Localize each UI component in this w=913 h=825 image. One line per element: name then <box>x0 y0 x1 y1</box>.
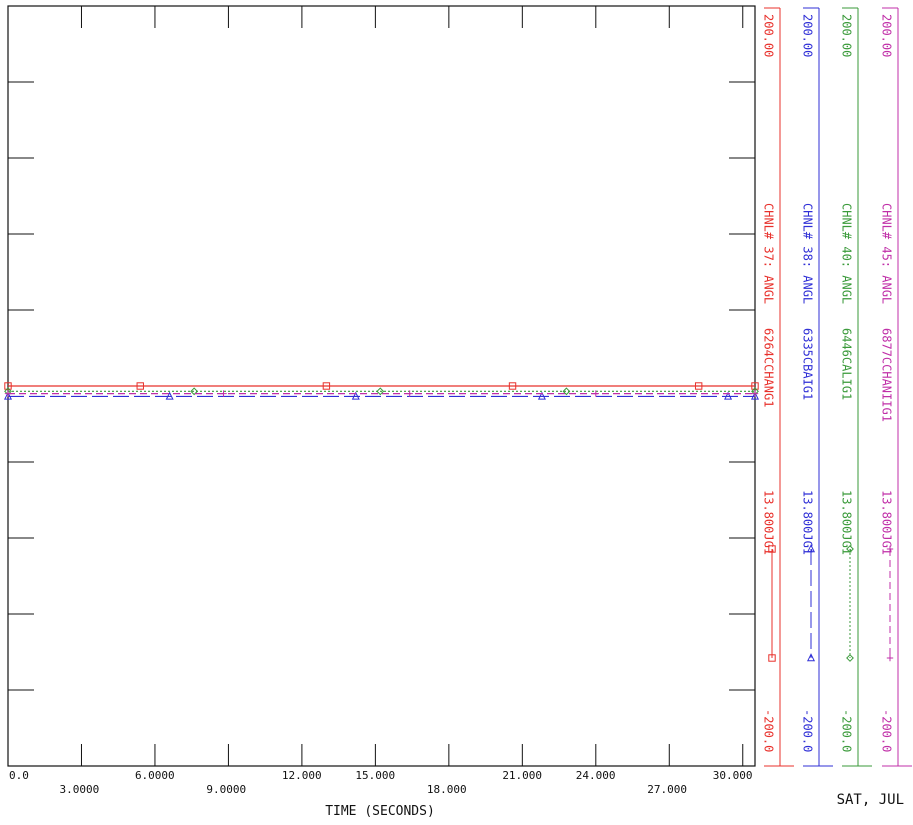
series-marker <box>220 390 227 397</box>
legend-sample-marker <box>768 545 776 553</box>
legend-sample-marker <box>768 654 776 662</box>
legend-sample-marker <box>806 653 816 662</box>
series-marker <box>750 391 760 400</box>
series-marker <box>751 390 759 397</box>
x-tick-label: 27.000 <box>647 783 687 796</box>
channel-id: 6264CCHANG1 <box>762 328 776 407</box>
scale-max-label: 200.00 <box>762 14 776 57</box>
scale-max-label: 200.00 <box>801 14 815 57</box>
scale-min-label: -200.0 <box>840 709 854 752</box>
scale-note: 13.800JG1 <box>762 490 776 555</box>
scale-note: 13.800JG1 <box>801 490 815 555</box>
channel-scale-45: 200.00 CHNL# 45: ANGL 6877CCHANIIG1 13.800J… <box>880 7 912 767</box>
channel-id: 6877CCHANIIG1 <box>880 328 894 422</box>
series-marker <box>562 387 571 396</box>
x-tick-label: 3.0000 <box>59 783 99 796</box>
x-tick-label: 24.000 <box>576 769 616 782</box>
channel-id: 6335CBAIG1 <box>801 328 815 400</box>
series-marker <box>322 382 331 390</box>
channel-scale-37: 200.00 CHNL# 37: ANGL 6264CCHANG1 13.800JG1… <box>762 7 794 767</box>
series-marker <box>537 391 546 400</box>
x-axis-label: TIME (SECONDS) <box>325 804 435 819</box>
series-marker <box>190 387 199 396</box>
series-marker <box>694 382 703 390</box>
x-tick-labels: 0.0 6.0000 12.000 15.000 21.000 24.000 30.000 3… <box>9 769 753 796</box>
x-tick-label: 21.000 <box>502 769 542 782</box>
series-marker <box>406 390 413 397</box>
channel-name: CHNL# 40: ANGL <box>840 203 854 304</box>
series-marker <box>724 391 733 400</box>
x-tick-label: 6.0000 <box>135 769 175 782</box>
x-tick-label: 30.000 <box>713 769 753 782</box>
channel-scales: 200.00 CHNL# 37: ANGL 6264CCHANG1 13.800JG1… <box>762 7 912 767</box>
scale-max-label: 200.00 <box>880 14 894 57</box>
channel-scale-38: 200.00 CHNL# 38: ANGL 6335CBAIG1 13.800JG1 -… <box>801 7 833 767</box>
legend-sample-marker <box>846 545 854 553</box>
footer-date: SAT, JUL <box>837 792 904 808</box>
legend-sample-marker <box>886 654 894 662</box>
x-tick-label: 0.0 <box>9 769 29 782</box>
legend-sample-marker <box>806 544 816 553</box>
channel-name: CHNL# 37: ANGL <box>762 203 776 304</box>
series-marker <box>508 382 517 390</box>
series-marker <box>592 390 600 397</box>
channel-name: CHNL# 38: ANGL <box>801 203 815 304</box>
channel-id: 6446CALIG1 <box>840 328 854 400</box>
channel-name: CHNL# 45: ANGL <box>880 203 894 304</box>
axis-ticks <box>8 6 755 766</box>
series-marker <box>376 387 385 396</box>
series-marker <box>136 382 144 390</box>
channel-scale-40: 200.00 CHNL# 40: ANGL 6446CALIG1 13.800JG1 -… <box>840 7 872 767</box>
series-lines <box>3 382 760 400</box>
series-38 <box>3 391 760 400</box>
scale-note: 13.800JG1 <box>880 490 894 555</box>
x-tick-label: 9.0000 <box>206 783 246 796</box>
series-marker <box>751 382 759 390</box>
scale-max-label: 200.00 <box>840 14 854 57</box>
x-tick-label: 12.000 <box>282 769 322 782</box>
scale-min-label: -200.0 <box>762 709 776 752</box>
scale-min-label: -200.0 <box>801 709 815 752</box>
scale-note: 13.800JG1 <box>840 490 854 555</box>
scale-min-label: -200.0 <box>880 709 894 752</box>
x-tick-label: 15.000 <box>355 769 395 782</box>
series-37 <box>4 382 759 390</box>
series-marker <box>4 390 12 397</box>
series-marker <box>3 391 13 400</box>
series-40 <box>4 387 759 396</box>
x-tick-label: 18.000 <box>427 783 467 796</box>
series-marker <box>351 391 360 400</box>
series-marker <box>4 382 12 390</box>
legend-sample-marker <box>886 545 894 553</box>
legend-sample-marker <box>846 654 854 662</box>
series-marker <box>165 391 174 400</box>
series-45 <box>4 390 759 397</box>
